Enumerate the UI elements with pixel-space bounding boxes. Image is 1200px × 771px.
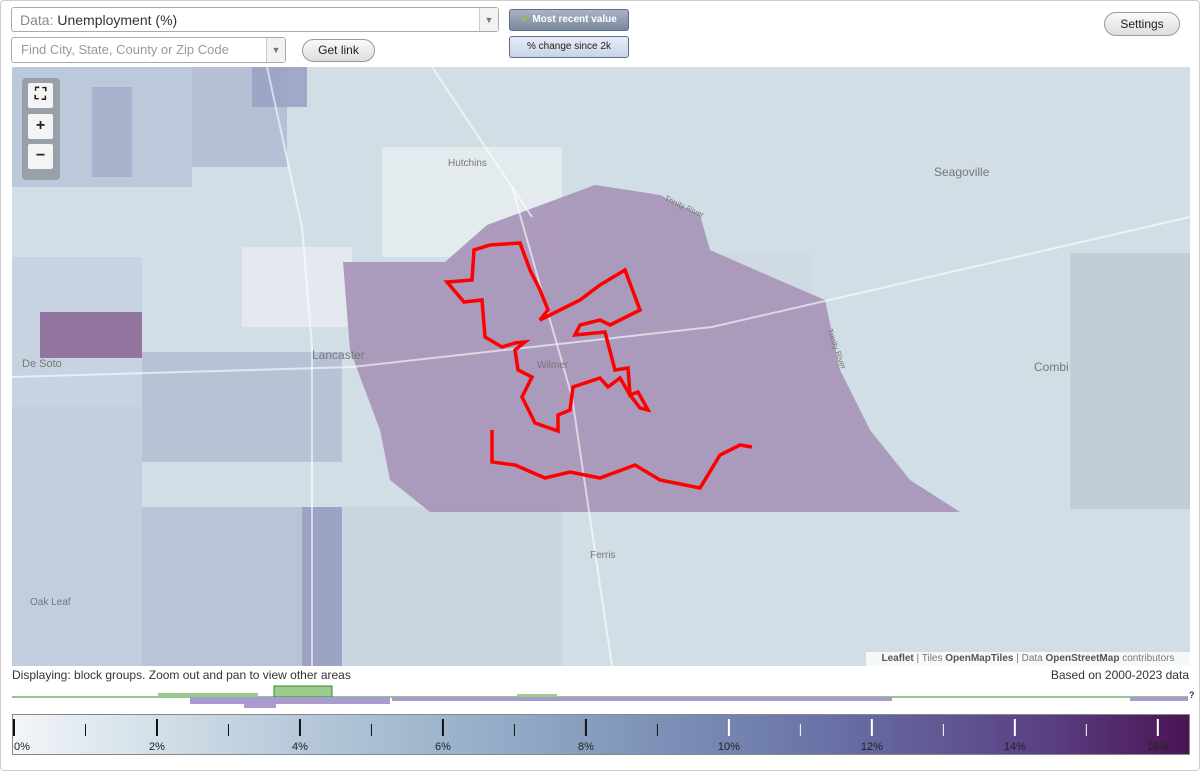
histogram-shape <box>517 694 557 697</box>
attribution-link[interactable]: OpenMapTiles <box>945 653 1014 664</box>
data-select[interactable]: Data: Unemployment (%) ▼ <box>11 7 499 32</box>
map[interactable]: Hutchins Seagoville Lancaster De Soto Wi… <box>12 67 1190 666</box>
help-icon[interactable]: ? <box>1189 690 1195 700</box>
attribution-text: Tiles <box>921 653 943 664</box>
check-icon: ✔ <box>521 14 530 25</box>
highlight-boundary <box>443 241 652 434</box>
attribution-text: | <box>1016 653 1019 664</box>
histogram-shape <box>1130 697 1188 701</box>
displaying-note: Displaying: block groups. Zoom out and p… <box>12 668 351 682</box>
zoom-out-button[interactable]: − <box>28 144 53 169</box>
data-value: Unemployment (%) <box>57 12 178 28</box>
search-input[interactable]: Find City, State, County or Zip Code ▼ <box>11 37 286 63</box>
place-label: Hutchins <box>448 158 487 169</box>
highlight-boundary <box>490 430 753 490</box>
most-recent-toggle[interactable]: ✔ Most recent value <box>509 9 629 31</box>
data-range-note: Based on 2000-2023 data <box>1050 668 1189 682</box>
settings-button[interactable]: Settings <box>1104 12 1180 36</box>
place-labels: Hutchins Seagoville Lancaster De Soto Wi… <box>22 158 1069 608</box>
attribution-link[interactable]: OpenStreetMap <box>1045 653 1120 664</box>
place-label: Combi <box>1034 360 1069 374</box>
legend-tick-label: 4% <box>292 741 308 753</box>
histogram-shape <box>392 697 892 701</box>
place-label: De Soto <box>22 358 62 370</box>
legend-tick-label: 16% <box>1147 741 1169 753</box>
attribution-link[interactable]: Leaflet <box>881 653 914 664</box>
legend-bar <box>12 714 1190 755</box>
histogram-shape <box>244 697 276 708</box>
zoom-controls: ⛶ + − <box>22 78 60 180</box>
legend-tick-label: 14% <box>1004 741 1026 753</box>
place-label: Oak Leaf <box>30 597 71 608</box>
legend-tick-label: 2% <box>149 741 165 753</box>
fullscreen-button[interactable]: ⛶ <box>28 83 53 108</box>
legend-tick-label: 12% <box>861 741 883 753</box>
attribution-text: | <box>916 653 920 664</box>
distribution-strip <box>12 685 1188 708</box>
place-label: Seagoville <box>934 165 990 179</box>
place-label: Wilmer <box>537 360 569 371</box>
attribution: Leaflet | Tiles OpenMapTiles | Data Open… <box>866 652 1190 666</box>
histogram-shape <box>273 685 333 698</box>
dropdown-arrow: ▼ <box>266 38 285 62</box>
most-recent-label: Most recent value <box>532 14 617 25</box>
place-label: Ferris <box>590 550 616 561</box>
legend-tick-label: 8% <box>578 741 594 753</box>
change-toggle[interactable]: % change since 2k <box>509 36 629 58</box>
attribution-text: Data <box>1021 653 1043 664</box>
zoom-in-button[interactable]: + <box>28 114 53 139</box>
legend-tick-label: 6% <box>435 741 451 753</box>
data-label: Data: <box>20 12 54 28</box>
place-label: Lancaster <box>312 348 365 362</box>
get-link-button[interactable]: Get link <box>302 39 375 62</box>
attribution-text: contributors <box>1122 653 1175 664</box>
dropdown-arrow: ▼ <box>479 8 498 31</box>
histogram-shape <box>190 697 390 704</box>
legend-scale: 0% 2% 4% 6% 8% 10% 12% 14% 16% <box>13 719 1169 753</box>
legend-tick-label: 0% <box>14 741 30 753</box>
histogram-shape <box>158 693 258 697</box>
legend-tick-label: 10% <box>718 741 740 753</box>
search-placeholder: Find City, State, County or Zip Code <box>21 42 229 57</box>
